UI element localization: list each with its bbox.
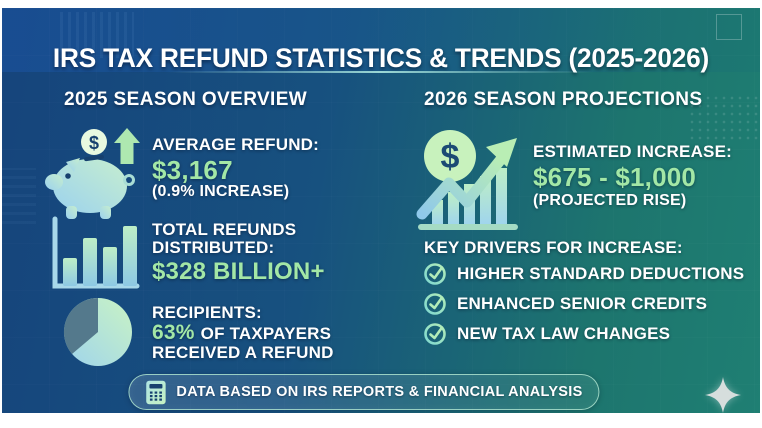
calculator-icon xyxy=(146,380,166,404)
source-badge-text: DATA BASED ON IRS REPORTS & FINANCIAL AN… xyxy=(176,384,583,400)
bar-chart-icon xyxy=(48,216,140,292)
check-circle-icon xyxy=(424,293,446,315)
check-circle-icon xyxy=(424,323,446,345)
stat-recipients-value-line: 63% OF TAXPAYERS xyxy=(152,321,331,345)
projection-label: ESTIMATED INCREASE: xyxy=(533,142,732,161)
title-divider xyxy=(168,71,594,73)
header-band xyxy=(2,8,760,72)
stat-recipients-value: 63% xyxy=(152,321,195,344)
driver-label: ENHANCED SENIOR CREDITS xyxy=(457,293,708,313)
stat-average-refund-label: AVERAGE REFUND: xyxy=(152,135,320,154)
driver-label: HIGHER STANDARD DEDUCTIONS xyxy=(457,263,745,283)
stat-recipients-label: RECIPIENTS: xyxy=(152,303,262,322)
stat-total-refunds-value: $328 BILLION+ xyxy=(152,258,325,285)
source-badge: DATA BASED ON IRS REPORTS & FINANCIAL AN… xyxy=(128,374,600,410)
sparkle-icon xyxy=(704,376,742,413)
projection-value: $675 - $1,000 xyxy=(533,162,697,192)
stat-average-refund-value: $3,167 xyxy=(152,155,233,185)
driver-item: HIGHER STANDARD DEDUCTIONS xyxy=(423,261,744,286)
piggy-bank-icon: $ xyxy=(42,124,152,220)
stat-recipients-value-suffix: OF TAXPAYERS xyxy=(200,324,332,343)
section-heading-2025: 2025 SEASON OVERVIEW xyxy=(64,89,308,110)
driver-item: NEW TAX LAW CHANGES xyxy=(423,321,670,346)
stat-total-refunds-label-line2: DISTRIBUTED: xyxy=(152,238,275,257)
stat-recipients-note: RECEIVED A REFUND xyxy=(152,343,334,362)
projection-note: (PROJECTED RISE) xyxy=(533,192,687,209)
dollar-glyph: $ xyxy=(89,133,99,153)
pie-chart-icon xyxy=(61,295,135,369)
driver-item: ENHANCED SENIOR CREDITS xyxy=(423,291,707,316)
dot-pattern-decoration xyxy=(688,94,758,144)
pixel-noise-decoration xyxy=(60,12,134,58)
check-circle-icon xyxy=(424,263,446,285)
pixel-noise-decoration xyxy=(2,168,36,224)
section-heading-2026: 2026 SEASON PROJECTIONS xyxy=(424,89,703,110)
square-outline-decoration xyxy=(716,14,742,40)
infographic-canvas: IRS TAX REFUND STATISTICS & TRENDS (2025… xyxy=(2,8,760,413)
page-title: IRS TAX REFUND STATISTICS & TRENDS (2025… xyxy=(52,43,710,74)
stat-total-refunds-label-line1: TOTAL REFUNDS xyxy=(152,220,297,239)
driver-label: NEW TAX LAW CHANGES xyxy=(457,323,671,343)
growth-chart-icon: $ xyxy=(412,120,524,232)
stat-average-refund-note: (0.9% INCREASE) xyxy=(152,183,290,200)
key-drivers-heading: KEY DRIVERS FOR INCREASE: xyxy=(424,238,683,257)
dollar-glyph: $ xyxy=(441,138,460,176)
